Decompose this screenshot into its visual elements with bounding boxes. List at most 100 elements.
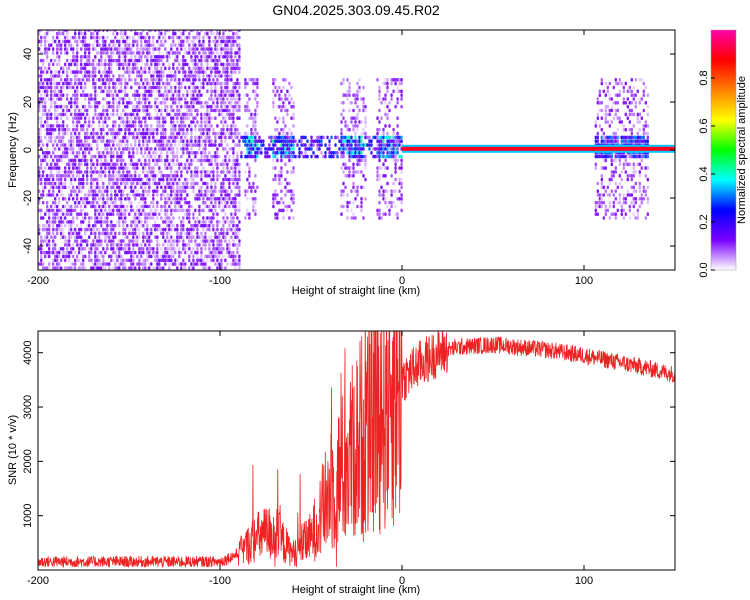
spectrogram-cell (204, 78, 207, 82)
spectrogram-cell (100, 223, 103, 228)
spectrogram-cell (64, 47, 67, 51)
spectrogram-cell (82, 78, 85, 82)
spectrogram-cell (178, 166, 181, 170)
spectrogram-cell (60, 193, 63, 197)
spectrogram-cell (132, 93, 135, 97)
spectrogram-cell (112, 93, 115, 97)
spectrogram-cell (102, 124, 105, 128)
spectrogram-cell (118, 177, 121, 182)
spectrogram-cell (156, 185, 159, 190)
spectrogram-cell (128, 62, 131, 67)
spectrogram-cell (156, 243, 159, 247)
spectrogram-cell (72, 174, 75, 178)
spectrogram-cell (114, 85, 117, 90)
spectrogram-cell (56, 112, 59, 117)
spectrogram-cell (82, 181, 85, 186)
spectrogram-cell (58, 31, 61, 36)
spectrogram-cell (606, 185, 609, 190)
spectrogram-cell (180, 35, 183, 40)
spectrogram-cell (128, 193, 131, 197)
spectrogram-cell (164, 227, 167, 232)
spectrogram-cell (158, 51, 161, 55)
spectrogram-cell (174, 31, 177, 36)
spectrogram-cell (610, 154, 613, 159)
spectrogram-cell (42, 85, 45, 90)
spectrogram-cell (62, 112, 65, 117)
spectrogram-cell (122, 51, 125, 55)
spectrogram-cell (108, 89, 111, 94)
spectrogram-cell (174, 200, 177, 205)
spectrogram-cell (58, 166, 61, 170)
spectrogram-cell (68, 174, 71, 178)
spectrogram-cell (162, 70, 165, 74)
spectrogram-cell (602, 185, 605, 190)
spectrogram-cell (90, 258, 93, 263)
spectrogram-cell (396, 124, 399, 128)
spectrogram-cell (126, 174, 129, 178)
spectrogram-cell (172, 74, 175, 78)
spectrogram-cell (134, 93, 137, 97)
spectrogram-cell (76, 231, 79, 236)
spectrogram-cell (166, 208, 169, 213)
spectrogram-cell (80, 108, 83, 113)
spectrogram-cell (160, 158, 163, 163)
spectrogram-cell (56, 70, 59, 74)
spectrogram-cell (236, 127, 239, 132)
spectrogram-cell (356, 112, 359, 117)
spectrogram-cell (80, 177, 83, 182)
spectrogram-cell (170, 135, 173, 140)
spectrogram-cell (92, 35, 95, 40)
spectrogram-cell (272, 200, 275, 205)
spectrogram-cell (174, 55, 177, 59)
spectrogram-cell (72, 70, 75, 74)
spectrogram-cell (54, 74, 57, 78)
spectrogram-cell (74, 101, 77, 105)
spectrogram-cell (396, 212, 399, 216)
spectrogram-cell (170, 177, 173, 182)
spectrogram-cell (226, 189, 229, 193)
spectrogram-cell (58, 97, 61, 101)
spectrogram-cell (140, 177, 143, 182)
spectrogram-cell (88, 124, 91, 128)
spectrogram-cell (612, 200, 615, 205)
spectrogram-cell (138, 181, 141, 186)
spectrogram-cell (188, 143, 191, 147)
spectrogram-cell (50, 70, 53, 74)
spectrogram-cell (100, 162, 103, 167)
spectrogram-cell (52, 258, 55, 263)
spectrogram-cell (220, 51, 223, 55)
spectrogram-cell (114, 89, 117, 94)
spectrogram-cell (128, 66, 131, 71)
spectrogram-cell (54, 135, 57, 140)
spectrogram-cell (134, 250, 137, 255)
spectrogram-cell (162, 116, 165, 120)
spectrogram-cell (124, 166, 127, 170)
spectrogram-cell (160, 31, 163, 36)
spectrogram-cell (120, 116, 123, 120)
spectrogram-cell (178, 247, 181, 251)
spectrogram-cell (124, 262, 127, 266)
spectrogram-cell (46, 220, 49, 224)
spectrogram-cell (124, 51, 127, 55)
spectrogram-cell (176, 93, 179, 97)
spectrogram-cell (126, 204, 129, 209)
spectrogram-cell (174, 262, 177, 266)
spectrogram-cell (172, 208, 175, 213)
spectrogram-cell (72, 231, 75, 236)
spectrogram-cell (202, 104, 205, 109)
spectrogram-cell (188, 43, 191, 47)
spectrogram-cell (56, 204, 59, 209)
spectrogram-cell (252, 181, 255, 186)
spectrogram-cell (98, 162, 101, 167)
spectrogram-cell (236, 181, 239, 186)
spectrogram-cell (76, 66, 79, 71)
spectrogram-cell (80, 62, 83, 67)
spectrogram-cell (116, 131, 119, 136)
spectrogram-cell (98, 262, 101, 266)
spectrogram-cell (170, 104, 173, 109)
spectrogram-cell (232, 112, 235, 117)
spectrogram-cell (274, 189, 277, 193)
spectrogram-cell (172, 250, 175, 255)
spectrogram-cell (94, 177, 97, 182)
spectrogram-cell (362, 147, 365, 151)
